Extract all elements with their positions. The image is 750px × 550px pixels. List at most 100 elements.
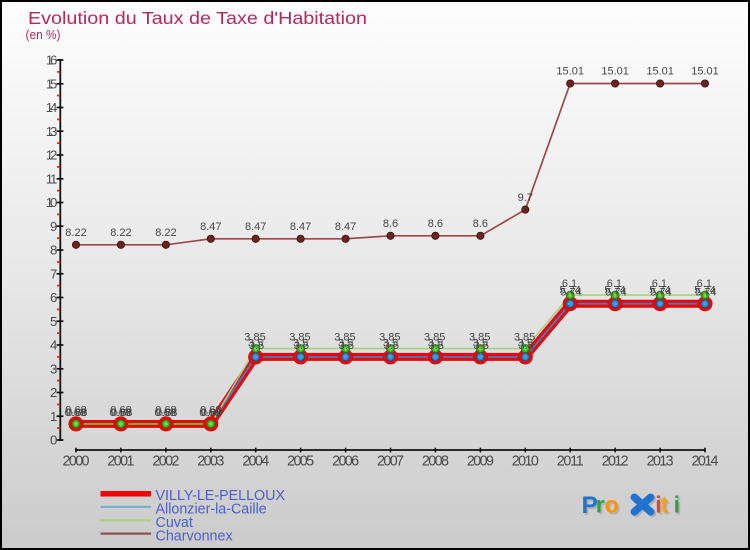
svg-text:2013: 2013 [647, 454, 674, 470]
svg-text:3.5: 3.5 [473, 338, 488, 350]
svg-text:i: i [657, 493, 663, 519]
svg-text:5: 5 [50, 314, 57, 329]
svg-text:Evolution du Taux de Taxe d'Ha: Evolution du Taux de Taxe d'Habitation [28, 8, 367, 28]
svg-text:0.68: 0.68 [201, 407, 222, 419]
svg-text:3.5: 3.5 [383, 338, 398, 350]
svg-text:t: t [661, 492, 669, 518]
svg-text:0.68: 0.68 [154, 407, 175, 419]
svg-text:t: t [662, 493, 670, 519]
svg-text:3.85: 3.85 [334, 332, 355, 344]
svg-text:0.68: 0.68 [199, 407, 220, 419]
svg-text:8.47: 8.47 [200, 221, 221, 233]
svg-text:3.5: 3.5 [384, 340, 399, 352]
svg-text:2009: 2009 [467, 454, 494, 470]
svg-text:1: 1 [50, 409, 57, 424]
svg-text:7: 7 [50, 267, 57, 282]
svg-text:10: 10 [46, 195, 58, 210]
svg-text:3.85: 3.85 [289, 332, 310, 344]
svg-text:0.68: 0.68 [66, 407, 87, 419]
svg-text:3.5: 3.5 [248, 338, 263, 350]
svg-text:4: 4 [50, 338, 57, 353]
svg-text:5.74: 5.74 [649, 285, 670, 297]
svg-text:6.1: 6.1 [607, 278, 622, 290]
svg-text:2010: 2010 [512, 454, 539, 470]
svg-text:2014: 2014 [692, 454, 719, 470]
svg-text:0.68: 0.68 [200, 405, 221, 417]
svg-text:15.01: 15.01 [691, 66, 719, 78]
svg-text:r: r [598, 493, 607, 519]
svg-text:3.85: 3.85 [469, 332, 490, 344]
svg-text:2004: 2004 [242, 454, 269, 470]
svg-text:2002: 2002 [152, 454, 179, 470]
svg-text:5.74: 5.74 [605, 287, 626, 299]
svg-text:(en %): (en %) [26, 27, 61, 42]
svg-text:13: 13 [46, 124, 58, 139]
svg-text:2007: 2007 [377, 454, 404, 470]
svg-text:o: o [605, 492, 619, 518]
svg-text:3.5: 3.5 [338, 338, 353, 350]
svg-text:9.7: 9.7 [518, 192, 533, 204]
svg-text:6.1: 6.1 [697, 278, 712, 290]
svg-text:Allonzier-la-Caille: Allonzier-la-Caille [156, 502, 267, 518]
svg-text:5.74: 5.74 [559, 285, 580, 297]
svg-text:3.85: 3.85 [379, 332, 400, 344]
svg-text:8.47: 8.47 [245, 221, 266, 233]
svg-text:0.68: 0.68 [156, 407, 177, 419]
svg-text:0.68: 0.68 [155, 405, 176, 417]
svg-text:15.01: 15.01 [646, 66, 674, 78]
svg-text:5.74: 5.74 [560, 287, 581, 299]
svg-text:Cuvat: Cuvat [156, 515, 193, 531]
svg-text:2012: 2012 [602, 454, 629, 470]
svg-text:0.68: 0.68 [65, 405, 86, 417]
svg-text:3.5: 3.5 [518, 340, 533, 352]
svg-text:3.85: 3.85 [514, 332, 535, 344]
svg-text:11: 11 [46, 172, 58, 187]
svg-text:12: 12 [46, 148, 58, 163]
svg-text:0.68: 0.68 [109, 407, 130, 419]
svg-text:3.5: 3.5 [294, 340, 309, 352]
svg-text:i: i [675, 493, 681, 519]
svg-text:0: 0 [50, 433, 57, 448]
svg-text:5.74: 5.74 [695, 287, 716, 299]
svg-text:8.22: 8.22 [65, 227, 86, 239]
svg-text:9: 9 [50, 219, 57, 234]
svg-text:2005: 2005 [287, 454, 314, 470]
svg-text:2000: 2000 [63, 454, 90, 470]
svg-text:16: 16 [46, 53, 58, 68]
svg-text:8.6: 8.6 [383, 218, 398, 230]
svg-text:8.22: 8.22 [110, 227, 131, 239]
svg-text:0.68: 0.68 [65, 407, 86, 419]
svg-text:0.68: 0.68 [111, 407, 132, 419]
svg-text:8.22: 8.22 [155, 227, 176, 239]
svg-text:8.47: 8.47 [335, 221, 356, 233]
svg-text:3: 3 [50, 362, 57, 377]
svg-text:5.74: 5.74 [604, 285, 625, 297]
svg-text:8.6: 8.6 [428, 218, 443, 230]
svg-text:5.74: 5.74 [650, 287, 671, 299]
svg-text:15: 15 [46, 77, 58, 92]
svg-text:2003: 2003 [197, 454, 224, 470]
svg-text:15.01: 15.01 [556, 66, 584, 78]
svg-text:2006: 2006 [332, 454, 359, 470]
svg-text:3.5: 3.5 [249, 340, 264, 352]
svg-text:3.5: 3.5 [429, 340, 444, 352]
svg-text:6.1: 6.1 [652, 278, 667, 290]
svg-text:3.5: 3.5 [428, 338, 443, 350]
svg-text:0.68: 0.68 [110, 405, 131, 417]
svg-text:2001: 2001 [107, 454, 134, 470]
svg-text:i: i [674, 492, 680, 518]
svg-text:P: P [582, 492, 598, 519]
svg-text:8.47: 8.47 [290, 221, 311, 233]
svg-text:3.5: 3.5 [293, 338, 308, 350]
svg-text:5.74: 5.74 [694, 285, 715, 297]
svg-text:P: P [583, 494, 599, 521]
svg-text:2011: 2011 [557, 454, 584, 470]
svg-text:r: r [596, 492, 605, 518]
svg-text:3.85: 3.85 [424, 332, 445, 344]
svg-text:3.5: 3.5 [339, 340, 354, 352]
svg-text:6.1: 6.1 [562, 278, 577, 290]
svg-text:i: i [655, 492, 661, 518]
svg-text:2008: 2008 [422, 454, 449, 470]
svg-text:3.85: 3.85 [244, 332, 265, 344]
svg-text:Charvonnex: Charvonnex [156, 528, 233, 544]
